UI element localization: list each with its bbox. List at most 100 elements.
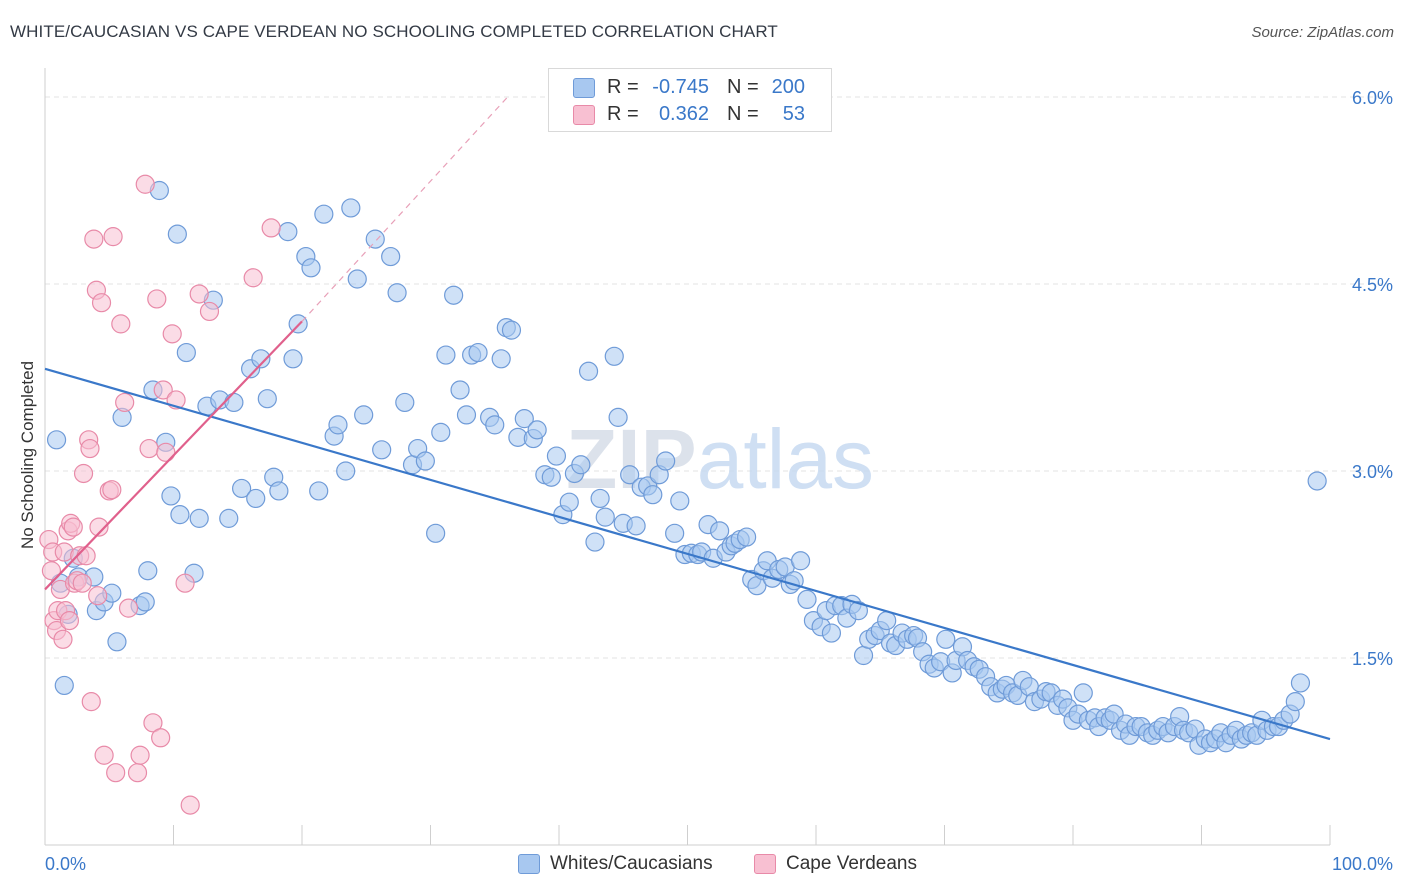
whites-point xyxy=(1307,471,1327,491)
whites-point xyxy=(167,224,187,244)
cape-verdean-trend-extension xyxy=(301,96,509,322)
cape-verdean-point xyxy=(106,763,126,783)
whites-point xyxy=(135,592,155,612)
whites-point xyxy=(269,481,289,501)
whites-point xyxy=(620,465,640,485)
cape-verdean-point xyxy=(175,573,195,593)
legend-r-value: 0.362 xyxy=(658,103,709,125)
whites-point xyxy=(395,392,415,413)
source-label: Source: ZipAtlas.com xyxy=(1251,24,1394,41)
cape-verdean-point xyxy=(76,546,96,566)
cape-verdean-point xyxy=(72,573,92,593)
y-axis-label: No Schooling Completed xyxy=(18,361,37,549)
whites-point xyxy=(436,345,456,365)
whites-point xyxy=(571,455,591,475)
whites-point xyxy=(336,461,356,481)
whites-point xyxy=(381,246,401,267)
cape-verdean-point xyxy=(63,517,83,537)
cape-verdean-point xyxy=(111,314,131,334)
whites-point xyxy=(138,561,158,581)
legend-n-value: 200 xyxy=(771,76,805,98)
cape-verdean-point xyxy=(162,324,182,344)
correlation-legend: R = -0.745 N = 200 R = 0.362 N = 53 xyxy=(548,68,832,132)
cape-verdean-point xyxy=(153,380,173,400)
whites-point xyxy=(608,407,628,427)
whites-point xyxy=(415,451,435,471)
whites-point xyxy=(665,523,685,543)
whites-point xyxy=(387,283,407,303)
whites-point xyxy=(501,320,522,340)
whites-point xyxy=(232,478,252,499)
whites-point xyxy=(595,507,615,527)
cape-verdean-point xyxy=(143,713,163,733)
y-tick-label: 6.0% xyxy=(1352,88,1393,108)
bottom-legend-swatch-cape-verdeans xyxy=(754,854,776,874)
cape-verdean-point xyxy=(147,289,167,309)
cape-verdean-point xyxy=(139,438,159,459)
legend-row-cape-verdeans: R = 0.362 N = 53 xyxy=(549,101,831,127)
whites-point xyxy=(426,523,446,543)
legend-row-whites: R = -0.745 N = 200 xyxy=(549,74,831,100)
whites-point xyxy=(710,521,730,541)
whites-point xyxy=(1285,692,1305,712)
whites-point xyxy=(626,516,646,536)
whites-point xyxy=(301,258,321,278)
cape-verdean-point xyxy=(80,438,100,459)
legend-r-value: -0.745 xyxy=(652,76,709,98)
whites-point xyxy=(341,198,361,218)
y-tick-label: 4.5% xyxy=(1352,275,1393,295)
whites-point xyxy=(372,440,392,460)
whites-trend-line xyxy=(44,367,1331,741)
legend-r-label: R = xyxy=(607,103,639,125)
watermark: ZIPatlas xyxy=(566,412,874,506)
whites-point xyxy=(444,285,464,305)
cape-verdean-point xyxy=(243,268,263,288)
whites-point xyxy=(170,505,190,525)
chart-title: WHITE/CAUCASIAN VS CAPE VERDEAN NO SCHOO… xyxy=(10,22,778,41)
cape-verdean-point xyxy=(180,795,200,815)
whites-point xyxy=(224,392,244,413)
legend-n-value: 53 xyxy=(782,103,805,125)
cape-verdean-point xyxy=(102,480,122,500)
cape-verdean-point xyxy=(88,586,108,606)
whites-point xyxy=(46,430,67,450)
cape-verdean-point xyxy=(156,442,176,462)
cape-verdean-point xyxy=(103,227,123,247)
whites-point xyxy=(314,204,334,224)
whites-point xyxy=(176,342,196,363)
whites-point xyxy=(365,229,385,249)
whites-point xyxy=(737,527,757,547)
whites-point xyxy=(354,405,374,425)
whites-point xyxy=(797,589,817,610)
cape-verdean-point xyxy=(127,763,148,783)
whites-point xyxy=(347,269,367,289)
cape-verdean-point xyxy=(151,728,171,748)
whites-point xyxy=(936,629,956,649)
whites-point xyxy=(1073,683,1093,703)
cape-verdean-point xyxy=(115,392,135,413)
cape-verdean-point xyxy=(89,517,109,537)
whites-point xyxy=(283,349,303,369)
whites-point xyxy=(590,488,610,509)
whites-point xyxy=(585,532,605,552)
whites-point xyxy=(848,601,869,621)
cape-verdean-point xyxy=(94,745,114,765)
whites-point xyxy=(877,610,897,631)
legend-n-label: N = xyxy=(727,76,759,98)
whites-point xyxy=(643,485,663,505)
whites-point xyxy=(431,422,451,442)
cape-verdean-point xyxy=(53,629,73,649)
whites-point xyxy=(54,675,74,696)
cape-verdean-point xyxy=(261,218,281,238)
watermark-atlas: atlas xyxy=(697,412,874,506)
whites-point xyxy=(541,467,561,487)
x-tick-label: 0.0% xyxy=(45,854,86,874)
cape-verdean-point xyxy=(199,301,220,322)
whites-point xyxy=(257,389,277,409)
whites-point xyxy=(189,508,209,528)
whites-point xyxy=(246,488,266,509)
whites-point xyxy=(578,361,599,381)
whites-point xyxy=(251,349,271,369)
whites-point xyxy=(604,346,624,366)
whites-point xyxy=(853,645,874,666)
